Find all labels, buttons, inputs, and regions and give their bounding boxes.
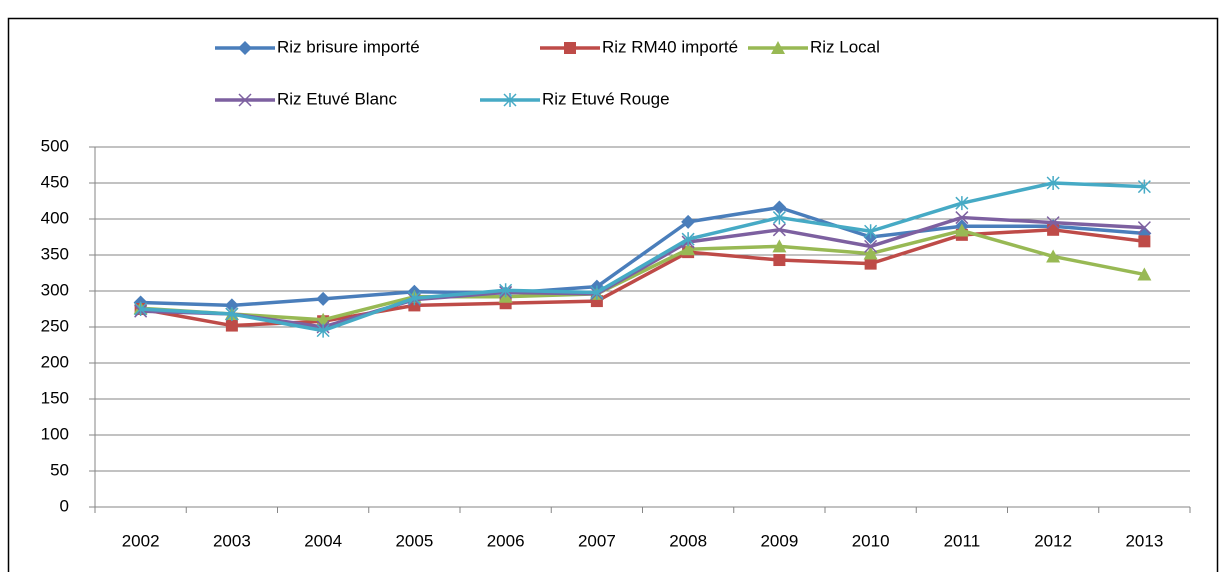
data-point xyxy=(590,285,604,300)
data-point xyxy=(864,257,877,270)
data-point xyxy=(1046,216,1060,230)
legend-marker xyxy=(238,41,252,55)
data-point xyxy=(225,319,238,332)
data-point xyxy=(225,307,239,322)
data-point xyxy=(316,323,330,338)
y-tick-label: 200 xyxy=(41,352,69,371)
y-tick-label: 50 xyxy=(50,460,69,479)
data-point xyxy=(772,239,787,253)
x-tick-label: 2008 xyxy=(669,531,707,550)
data-point xyxy=(772,210,786,225)
legend-label: Riz Etuvé Blanc xyxy=(277,89,397,108)
data-point xyxy=(1137,221,1151,235)
series-line xyxy=(140,205,1145,308)
legend-marker xyxy=(503,93,517,107)
data-point xyxy=(316,291,331,306)
series-line xyxy=(140,215,1145,329)
x-tick-label: 2009 xyxy=(760,531,798,550)
x-tick-label: 2007 xyxy=(578,531,616,550)
data-point xyxy=(134,302,148,316)
y-tick-label: 400 xyxy=(41,208,69,227)
y-tick-label: 350 xyxy=(41,244,69,263)
data-point xyxy=(955,211,969,225)
data-point xyxy=(681,214,696,229)
data-point xyxy=(864,224,878,239)
series-line xyxy=(140,228,1145,322)
data-point xyxy=(681,232,695,247)
x-tick-label: 2004 xyxy=(304,531,342,550)
y-tick-label: 150 xyxy=(41,388,69,407)
data-point xyxy=(681,242,696,256)
data-point xyxy=(772,223,786,237)
y-tick-label: 500 xyxy=(41,136,69,155)
legend-marker xyxy=(238,93,252,107)
x-tick-label: 2002 xyxy=(122,531,160,550)
legend-label: Riz Local xyxy=(810,37,880,56)
y-tick-label: 250 xyxy=(41,316,69,335)
data-point xyxy=(1047,223,1060,236)
data-point xyxy=(1137,267,1152,281)
legend-label: Riz RM40 importé xyxy=(602,37,738,56)
x-tick-label: 2006 xyxy=(487,531,525,550)
y-tick-label: 100 xyxy=(41,424,69,443)
x-tick-label: 2005 xyxy=(395,531,433,550)
data-point xyxy=(864,239,878,253)
x-tick-label: 2012 xyxy=(1034,531,1072,550)
legend-label: Riz Etuvé Rouge xyxy=(542,89,670,108)
y-tick-label: 450 xyxy=(41,172,69,191)
y-tick-label: 300 xyxy=(41,280,69,299)
legend-label: Riz brisure importé xyxy=(277,37,420,56)
data-point xyxy=(772,200,787,215)
legend-marker xyxy=(771,41,785,54)
data-point xyxy=(1046,249,1061,263)
x-tick-label: 2003 xyxy=(213,531,251,550)
x-tick-label: 2010 xyxy=(852,531,890,550)
data-point xyxy=(773,254,786,267)
x-tick-label: 2011 xyxy=(944,531,981,550)
legend-marker xyxy=(564,42,576,54)
data-point xyxy=(863,246,878,260)
y-tick-label: 0 xyxy=(60,496,69,515)
data-point xyxy=(499,283,513,298)
data-point xyxy=(407,291,421,306)
data-point xyxy=(955,196,969,211)
series-line xyxy=(140,181,1145,333)
data-point xyxy=(1137,179,1151,194)
data-point xyxy=(224,298,239,313)
x-tick-label: 2013 xyxy=(1125,531,1163,550)
data-point xyxy=(1046,176,1060,190)
data-point xyxy=(954,223,969,237)
data-point xyxy=(1138,235,1151,248)
chart-frame xyxy=(7,17,1219,577)
